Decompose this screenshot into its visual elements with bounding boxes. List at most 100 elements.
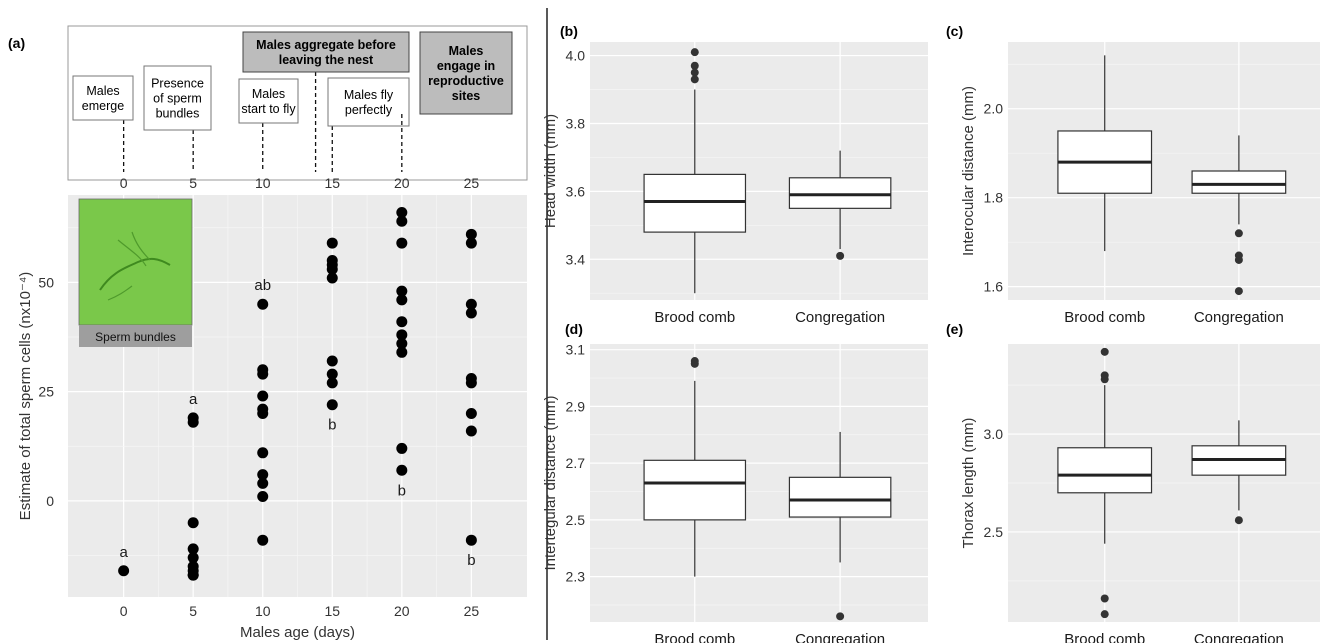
panel-letter: (d) xyxy=(565,321,583,337)
scatter-point xyxy=(326,272,338,284)
scatter-point xyxy=(396,215,408,227)
y-tick-label: 2.0 xyxy=(984,101,1004,117)
box-panels: (b) 3.4 3.6 3.8 4.0 Brood comb Congregation Hea… xyxy=(542,23,1320,643)
outlier-point xyxy=(1100,347,1109,356)
timeline-tick-label: 0 xyxy=(120,175,128,191)
scatter-point xyxy=(396,346,408,358)
timeline-event-box xyxy=(242,31,410,73)
boxplot-panel: (b) 3.4 3.6 3.8 4.0 Brood comb Congregation Hea… xyxy=(542,23,928,326)
x-tick-label: 25 xyxy=(464,603,480,619)
outlier-point xyxy=(690,75,699,84)
outlier-point xyxy=(836,612,845,621)
scatter-point xyxy=(326,368,338,380)
scatter-point xyxy=(396,338,408,350)
outlier-point xyxy=(836,251,845,260)
boxplot-background xyxy=(590,42,928,300)
scatter-point xyxy=(326,377,338,389)
timeline-event-label: reproductive xyxy=(428,74,504,88)
y-tick-label: 0 xyxy=(46,493,54,509)
category-label: Congregation xyxy=(1194,631,1284,643)
outlier-point xyxy=(1234,229,1243,238)
timeline-event-label: of sperm xyxy=(153,92,202,106)
boxplot-panel: (e) 2.5 3.0 Brood comb Congregation Thorax le… xyxy=(946,321,1320,643)
timeline-event-label: engage in xyxy=(437,59,495,73)
y-axis-title: Head width (mm) xyxy=(542,114,559,228)
y-tick-label: 2.7 xyxy=(566,455,586,471)
scatter-point xyxy=(465,377,477,389)
scatter-point xyxy=(187,517,199,529)
y-tick-label: 2.3 xyxy=(566,569,586,585)
x-axis-title: Males age (days) xyxy=(240,624,355,641)
timeline-event-label: bundles xyxy=(156,107,200,121)
timeline-tick-label: 5 xyxy=(189,175,197,191)
scatter-point xyxy=(257,298,269,310)
timeline-event-label: emerge xyxy=(82,99,124,113)
box-iqr xyxy=(788,177,892,209)
x-tick-label: 20 xyxy=(394,603,410,619)
scatter-point xyxy=(326,263,338,275)
outlier-point xyxy=(690,68,699,77)
timeline-event-box xyxy=(72,75,134,121)
box-iqr xyxy=(1191,170,1287,194)
x-tick-label: 15 xyxy=(324,603,340,619)
x-tick-label: 0 xyxy=(120,603,128,619)
scatter-point xyxy=(465,407,477,419)
y-tick-label: 3.8 xyxy=(566,115,586,131)
scatter-point xyxy=(465,298,477,310)
timeline-event-label: Males xyxy=(86,84,119,98)
scatter-point xyxy=(257,390,269,402)
significance-letter: a xyxy=(119,544,128,561)
sperm-bundle-image xyxy=(107,231,151,301)
inset-caption: Sperm bundles xyxy=(95,330,176,344)
scatter-point xyxy=(465,534,477,546)
y-tick-label: 25 xyxy=(38,384,54,400)
y-tick-label: 2.5 xyxy=(984,524,1004,540)
outlier-point xyxy=(1234,255,1243,264)
timeline-event-label: Males xyxy=(252,87,285,101)
outlier-point xyxy=(1234,287,1243,296)
y-tick-label: 2.5 xyxy=(566,512,586,528)
scatter-point xyxy=(187,552,199,564)
timeline-event-label: leaving the nest xyxy=(279,53,374,67)
scatter-point xyxy=(257,407,269,419)
timeline-event-label: perfectly xyxy=(345,103,393,117)
scatter-point xyxy=(257,534,269,546)
timeline-event-label: start to fly xyxy=(241,102,296,116)
category-label: Congregation xyxy=(795,309,885,326)
timeline-event-label: Males aggregate before xyxy=(256,38,396,52)
y-tick-label: 3.1 xyxy=(566,342,586,358)
y-tick-label: 2.9 xyxy=(566,398,586,414)
box-iqr xyxy=(643,459,747,521)
timeline-event-label: sites xyxy=(452,89,481,103)
panel-letter: (b) xyxy=(560,23,578,39)
scatter-point xyxy=(257,491,269,502)
outlier-point xyxy=(1234,516,1243,525)
x-tick-label: 10 xyxy=(255,603,271,619)
y-axis-title: Interocular distance (mm) xyxy=(960,86,977,256)
timeline-tick-label: 15 xyxy=(324,175,340,191)
significance-letter: b xyxy=(398,482,406,499)
scatter-point xyxy=(396,206,408,218)
timeline-tick-label: 20 xyxy=(394,175,410,191)
y-tick-label: 50 xyxy=(38,274,54,290)
scatter-point xyxy=(396,442,408,454)
category-label: Congregation xyxy=(795,631,885,643)
outlier-point xyxy=(1100,610,1109,619)
scatter-point xyxy=(396,294,408,306)
timeline-event-label: Males xyxy=(449,44,484,58)
panel-letter: (c) xyxy=(946,23,963,39)
scatter-point xyxy=(465,228,477,240)
panel-letter-a: (a) xyxy=(8,35,25,51)
scatter-point xyxy=(465,307,477,319)
scatter-point xyxy=(396,329,408,341)
outlier-point xyxy=(690,61,699,70)
significance-letter: ab xyxy=(254,277,271,294)
scatter-point xyxy=(257,469,269,481)
scatter-point xyxy=(187,416,199,428)
scatter-point xyxy=(396,237,408,249)
category-label: Brood comb xyxy=(1064,631,1145,643)
significance-letter: a xyxy=(189,391,198,408)
outlier-point xyxy=(1100,594,1109,603)
